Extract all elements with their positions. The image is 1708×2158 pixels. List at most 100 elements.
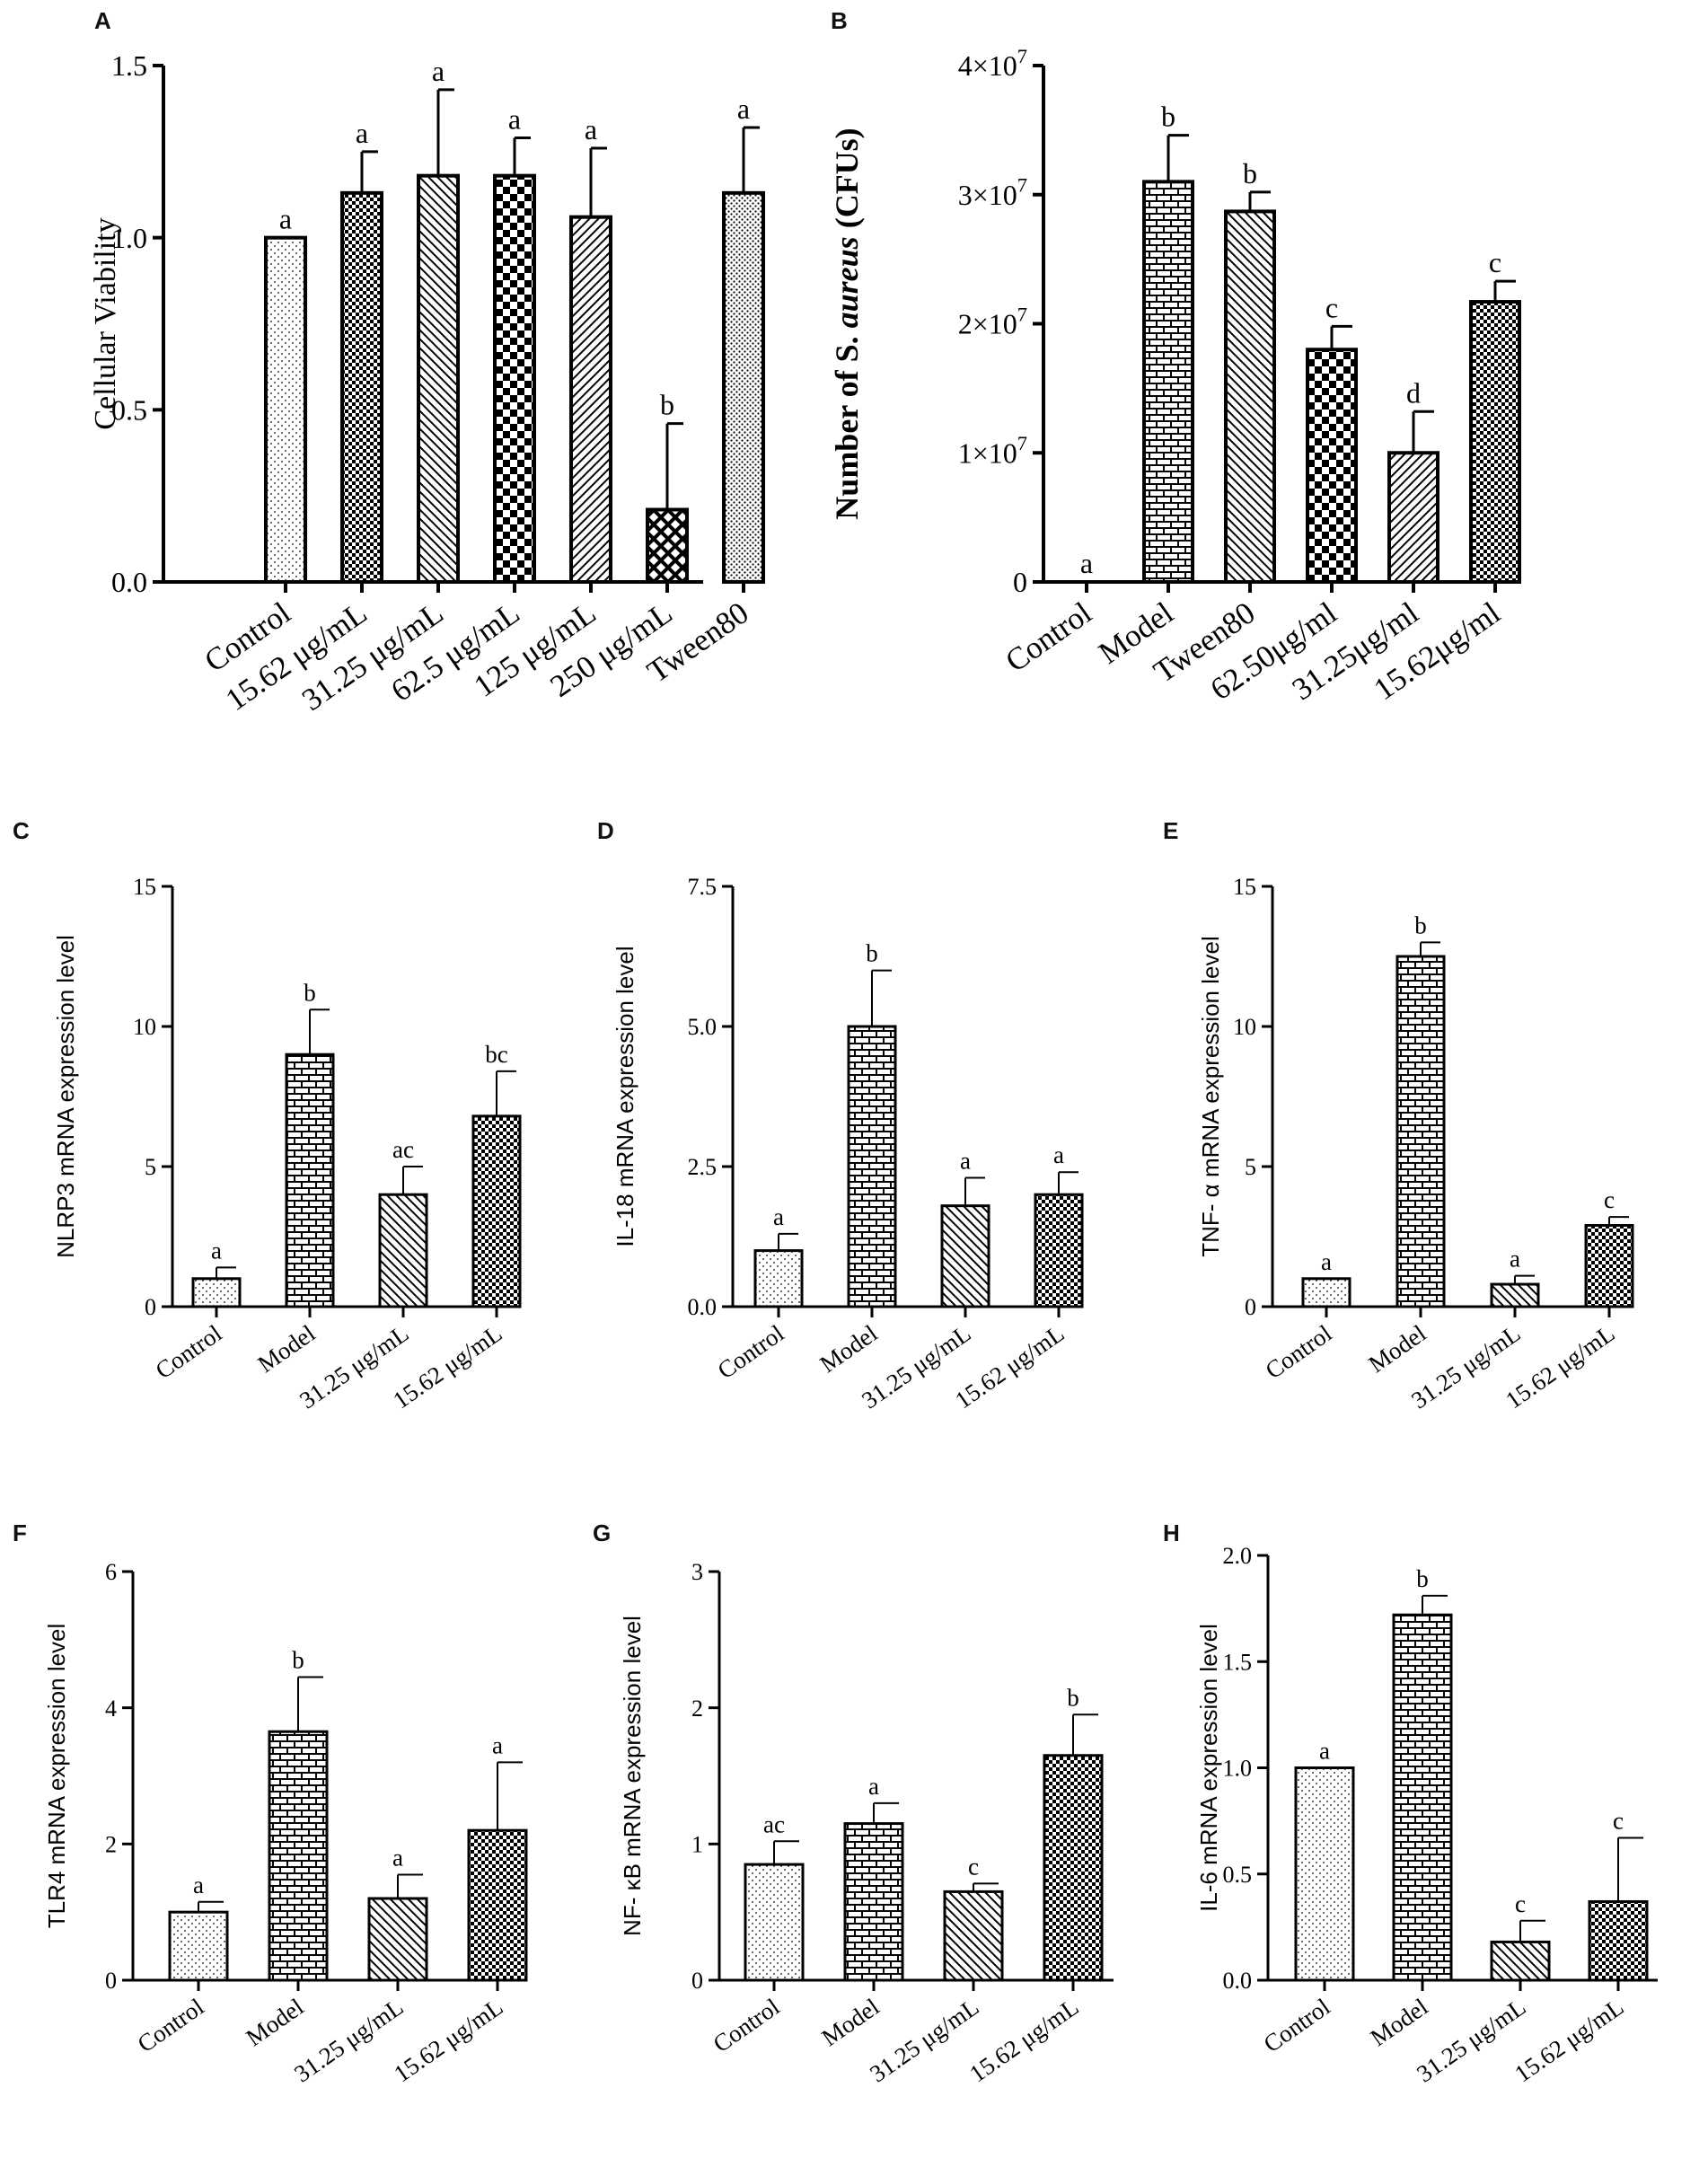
y-axis-title: TLR4 mRNA expression level [43,1624,70,1929]
panel-h: H 0.0 0.5 1.0 1.5 2.0 IL-6 mRNA expression lev… [1163,1519,1658,2087]
category-label: 15.62 μg/mL [389,1993,507,2087]
panel-f: F 0 2 4 6 TLR4 mRNA expression level a Control b… [13,1519,528,2087]
y-tick-exponent: 7 [1017,303,1027,325]
significance-letter: a [211,1237,222,1264]
bar [378,1193,428,1308]
y-tick-label: 0 [105,1968,117,1994]
y-axis-title: NLRP3 mRNA expression level [52,935,79,1258]
y-tick-label: 0.5 [111,394,147,427]
bar [1392,1613,1453,1982]
bar [569,215,612,585]
bar [1142,180,1194,584]
significance-letter: b [1416,1565,1429,1592]
significance-letter: a [868,1773,879,1800]
y-tick-label: 0 [145,1294,156,1320]
significance-letter: a [193,1872,204,1898]
y-tick-label: 10 [1233,1014,1256,1040]
significance-letter: b [1243,157,1257,189]
bar [722,190,765,584]
panel-letter: H [1163,1519,1180,1546]
significance-letter: d [1406,376,1421,409]
y-tick-label: 0 [1245,1294,1256,1320]
category-label: Model [241,1993,308,2051]
y-tick-label: 2.5 [688,1154,718,1180]
significance-letter: a [960,1147,971,1174]
category-label: Control [151,1319,227,1384]
bar [1306,348,1358,584]
y-tick-label: 2 [105,1831,117,1857]
panel-b: B 0 1×107 2×107 3×107 4×107 Number of S. aureu… [829,7,1521,707]
bar [1490,1282,1540,1308]
bar [493,173,536,585]
y-tick-label: 0.0 [1223,1968,1253,1994]
bar [1294,1766,1355,1982]
panel-letter: D [597,817,614,844]
y-tick-label: 0.0 [111,566,147,598]
significance-letter: a [773,1203,784,1230]
bar [1395,955,1446,1308]
significance-letter: c [1325,291,1338,323]
panel-letter: A [94,7,111,34]
y-tick-label: 1 [691,1831,703,1857]
y-tick-exponent: 7 [1017,432,1027,454]
significance-letter: b [304,979,316,1006]
significance-letter: a [432,55,445,87]
bar [417,173,460,585]
y-axis-title: IL-6 mRNA expression level [1195,1624,1222,1912]
y-tick-label: 1.0 [111,222,147,254]
bar [1301,1277,1351,1308]
significance-letter: a [1053,1141,1064,1168]
bar [340,190,383,584]
bar [1490,1940,1551,1982]
category-label: Model [252,1319,320,1378]
y-axis-title-part: Number of S. [829,328,865,519]
bar [285,1053,335,1308]
bar [943,1889,1004,1982]
panel-letter: F [13,1519,27,1546]
bar [1043,1754,1104,1982]
significance-letter: a [508,103,521,136]
bar [268,1730,329,1982]
significance-letter: a [737,92,750,125]
y-axis-title: NF- κB mRNA expression level [619,1616,646,1936]
category-label: Control [1261,1319,1337,1384]
category-label: Control [713,1319,789,1384]
y-axis-title: IL-18 mRNA expression level [612,946,638,1246]
y-tick-exponent: 7 [1017,45,1027,67]
category-label: Control [133,1993,209,2057]
significance-letter: a [1319,1738,1330,1765]
y-tick-label: 1×107 [958,432,1027,469]
significance-letter: a [279,203,292,235]
panel-letter: C [13,817,30,844]
significance-letter: b [1414,912,1427,938]
significance-letter: ac [392,1136,414,1163]
category-label: Control [999,595,1098,678]
significance-letter: c [1613,1808,1624,1835]
panel-d: D 0.0 2.5 5.0 7.5 IL-18 mRNA expression level… [597,817,1084,1414]
y-axis-title-italic: aureus [829,236,865,328]
bar [264,235,307,584]
y-axis-title: Number of S. aureus (CFUs) [829,128,865,519]
bar [1387,451,1439,584]
bar [847,1025,897,1308]
bar [753,1249,804,1308]
y-tick-label: 4×107 [958,45,1027,82]
category-label: 31.25 μg/mL [865,1993,983,2087]
bar [1584,1224,1634,1308]
y-tick-label: 2.0 [1223,1543,1253,1569]
category-label: Model [1365,1993,1432,2051]
y-tick-label: 10 [133,1014,156,1040]
significance-letter: bc [485,1041,508,1068]
y-tick-label: 5.0 [688,1014,718,1040]
y-tick-label: 2 [691,1696,703,1722]
category-label: 15.62 μg/mL [1510,1993,1628,2087]
significance-letter: c [1515,1890,1526,1917]
panel-letter: E [1163,817,1178,844]
significance-letter: a [1510,1246,1520,1273]
panel-letter: G [593,1519,611,1546]
bar [940,1204,990,1308]
y-tick-label: 0 [691,1968,703,1994]
significance-letter: a [356,117,368,149]
